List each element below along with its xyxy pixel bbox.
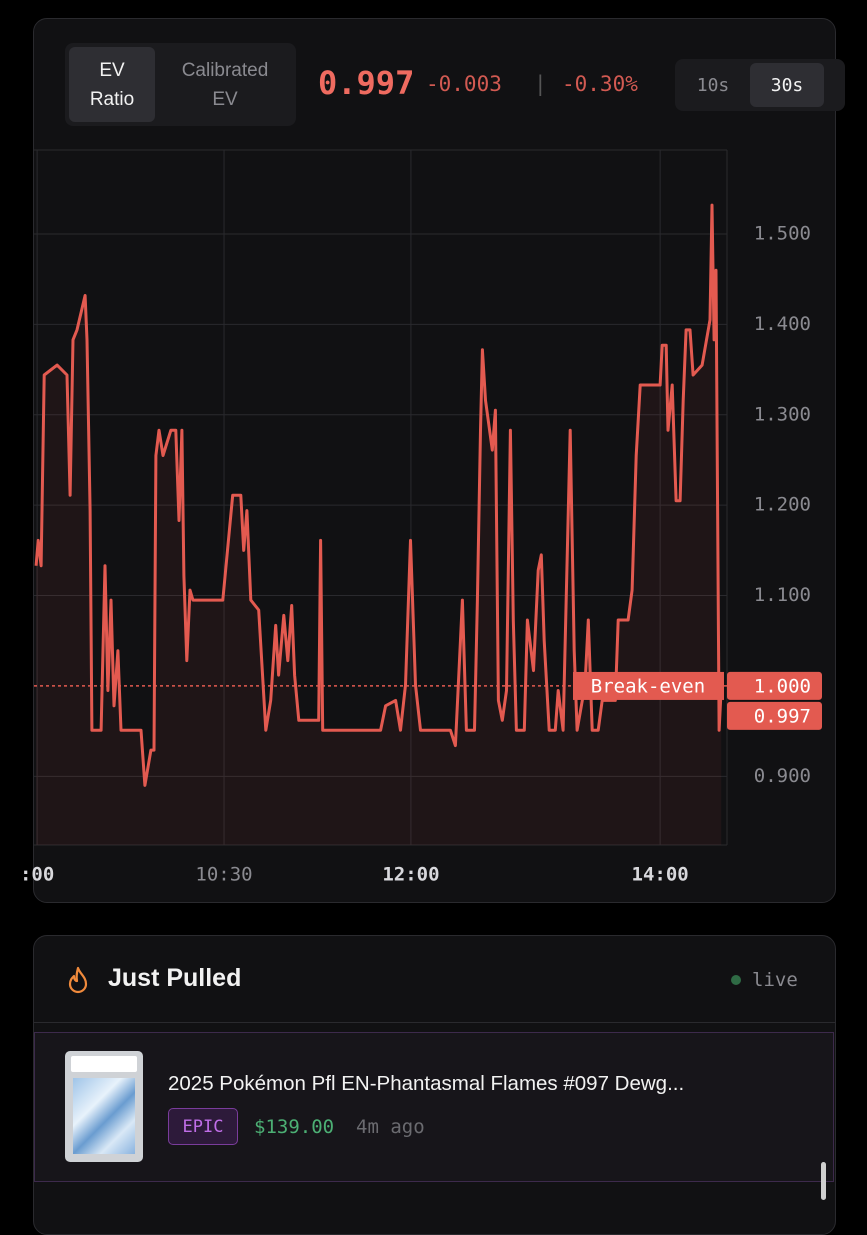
y-tick-label: 1.200 bbox=[754, 494, 811, 516]
reference-label: 1.000 bbox=[754, 675, 811, 697]
feed-title: Just Pulled bbox=[108, 964, 242, 992]
y-tick-label: 1.500 bbox=[754, 223, 811, 245]
y-tick-label: 0.900 bbox=[754, 765, 811, 787]
y-tick-label: 1.400 bbox=[754, 313, 811, 335]
divider bbox=[33, 1022, 836, 1023]
interval-active[interactable]: 30s bbox=[750, 63, 824, 107]
tab[interactable]: Calibrated EV bbox=[158, 47, 292, 122]
current-value: 0.997 bbox=[318, 64, 415, 102]
page: 0.900 1.100 1.200 1.300 1.400 1.500 :00 10:30 12… bbox=[19, 18, 845, 1235]
tab-active[interactable]: EV Ratio bbox=[69, 47, 155, 122]
chart-card bbox=[33, 18, 836, 903]
x-tick-label: :00 bbox=[20, 864, 54, 886]
x-tick-label: 10:30 bbox=[195, 864, 252, 886]
feed-item[interactable] bbox=[34, 1032, 834, 1182]
slab-label bbox=[71, 1056, 137, 1072]
time-ago: 4m ago bbox=[356, 1116, 425, 1138]
rarity: EPIC bbox=[182, 1116, 224, 1137]
scrollbar bbox=[821, 1162, 826, 1200]
x-tick-label: 12:00 bbox=[382, 864, 439, 886]
change-pct: -0.30% bbox=[562, 72, 638, 96]
card-slab bbox=[65, 1051, 143, 1162]
reference-tag bbox=[727, 671, 822, 700]
y-tick-label: 1.300 bbox=[754, 403, 811, 425]
live-dot bbox=[731, 975, 741, 985]
item-title: 2025 Pokémon Pfl EN-Phantasmal Flames #0… bbox=[168, 1072, 685, 1095]
area bbox=[36, 205, 722, 845]
current-tag bbox=[727, 701, 822, 730]
tab-label: Calibrated EV bbox=[181, 59, 269, 110]
separator: | bbox=[534, 72, 547, 96]
tab-label: EV Ratio bbox=[89, 59, 135, 110]
current-label: 0.997 bbox=[754, 705, 811, 727]
plot bbox=[34, 203, 723, 845]
change: -0.003 bbox=[426, 72, 502, 96]
chart: 0.900 1.100 1.200 1.300 1.400 1.500 :00 10:30 12… bbox=[20, 149, 822, 886]
line bbox=[34, 203, 723, 787]
x-tick-label: 14:00 bbox=[632, 864, 689, 886]
interval[interactable]: 10s bbox=[682, 63, 744, 107]
flame-icon bbox=[68, 966, 88, 994]
card-art bbox=[73, 1078, 135, 1154]
interval-label: 30s bbox=[770, 74, 804, 96]
live-status: live bbox=[752, 969, 798, 991]
interval-label: 10s bbox=[696, 74, 730, 96]
price: $139.00 bbox=[254, 1116, 335, 1138]
rarity-badge: EPIC bbox=[168, 1108, 238, 1145]
break-even-tag bbox=[573, 671, 724, 700]
y-tick-label: 1.100 bbox=[754, 584, 811, 606]
break-even-text: Break-even bbox=[591, 675, 705, 697]
